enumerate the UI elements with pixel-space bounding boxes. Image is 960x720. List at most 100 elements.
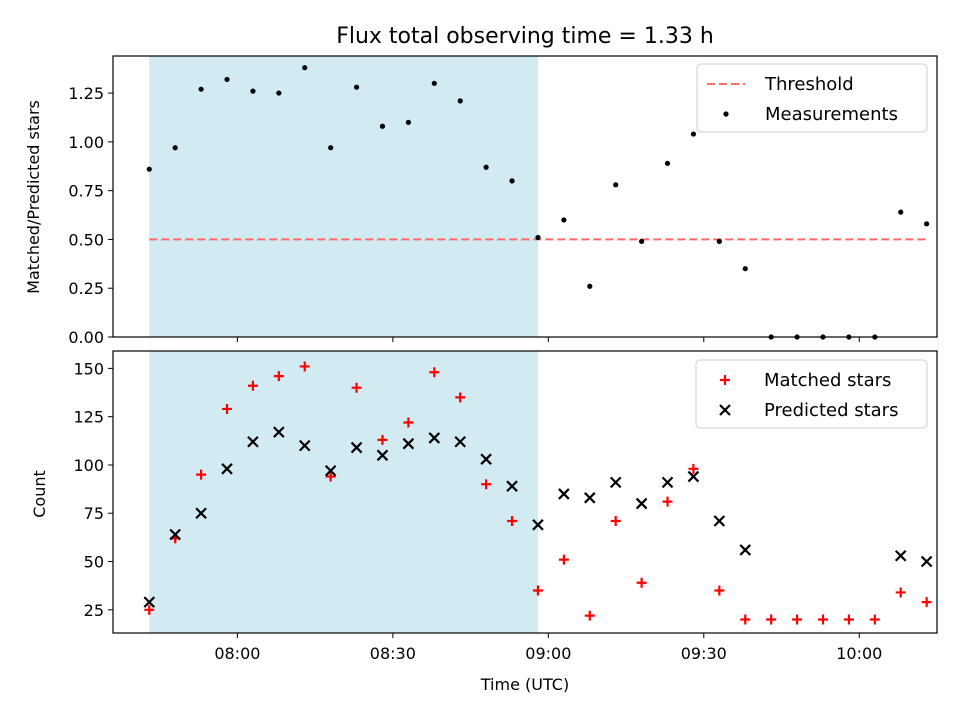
bottom-series-1-point-3 [221,463,233,475]
top-series-0-point-18 [613,182,619,188]
top-series-0-point-29 [898,209,904,215]
top-series-0-point-15 [535,234,541,241]
bottom-series-1-point-13 [480,453,492,465]
bottom-series-1-point-5 [273,426,285,438]
bottom-series-0-point-19 [636,577,647,588]
bottom-series-0-point-15 [532,585,543,596]
top-series-0-point-21 [690,131,697,137]
bottom-series-0-point-22 [714,585,725,596]
top-ytick-label-4: 1.00 [68,133,104,152]
top-series-0-point-12 [457,98,463,104]
x-axis-label: Time (UTC) [480,675,569,694]
top-series-0-point-20 [664,160,671,166]
top-series-0-point-3 [224,76,230,83]
top-legend-swatch-1 [723,111,729,117]
bottom-legend [695,359,928,429]
top-series-0-point-1 [172,145,178,151]
bottom-series-1-point-10 [402,437,415,450]
bottom-legend-swatch-1 [719,404,731,416]
bottom-series-0-point-7 [325,471,336,482]
bottom-series-0-point-24 [766,614,777,625]
bottom-series-0-point-3 [222,403,233,414]
bottom-series-1-point-12 [454,436,466,448]
bottom-ytick-label-5: 150 [73,359,104,378]
top-series-0-point-17 [587,283,593,289]
bottom-series-0-point-13 [481,479,492,490]
bottom-series-0-point-20 [662,496,673,507]
bottom-series-0-point-29 [895,587,906,598]
bottom-series-1-point-4 [247,436,259,448]
top-legend-label-0: Threshold [764,74,854,95]
top-series-0-point-5 [276,90,282,96]
bottom-series-0-point-2 [196,469,207,480]
xtick-label-4: 10:00 [836,644,882,663]
bottom-series-0-point-27 [843,614,854,625]
top-series-0-point-23 [742,266,748,272]
top-ytick-label-0: 0.00 [68,328,104,347]
bottom-series-0-point-18 [610,515,621,526]
bottom-series-1-point-22 [713,515,726,527]
bottom-ytick-label-4: 125 [73,408,104,427]
bottom-series-0-point-4 [247,380,258,391]
xtick-label-0: 08:00 [214,644,260,663]
bottom-series-1-point-1 [169,528,181,541]
top-series-0-point-4 [250,88,256,94]
bottom-series-0-point-6 [299,361,310,372]
top-ytick-label-5: 1.25 [68,84,104,103]
top-ytick-label-3: 0.75 [68,182,104,201]
top-series-0-point-16 [561,217,567,223]
top-ytick-label-1: 0.25 [68,279,104,298]
bottom-series-0-point-9 [377,434,388,445]
bottom-ytick-label-2: 75 [84,504,104,523]
bottom-series-0-point-14 [507,515,518,526]
bottom-series-1-point-6 [298,439,311,452]
bottom-axes-frame [112,350,938,634]
y-axis-label-bottom: Count [30,470,49,518]
bottom-series-0-point-16 [558,554,569,565]
top-series-0-point-7 [328,145,334,151]
bottom-series-1-point-8 [350,441,363,454]
top-axes-frame [112,55,938,338]
chart-title: Flux total observing time = 1.33 h [336,24,714,49]
bottom-series-1-point-7 [324,464,337,477]
bottom-series-1-point-20 [661,476,674,489]
bottom-series-1-point-21 [687,470,700,483]
bottom-series-1-point-2 [195,507,207,520]
bottom-series-0-point-30 [921,597,932,608]
bottom-series-0-point-5 [273,371,284,382]
panel-ratio: 0.00 0.25 0.50 0.75 1.00 1.25 Threshold Measure… [68,55,938,347]
bottom-series-1-point-15 [532,519,544,531]
panel-counts: 25 50 75 100 125 150 08:00 08:30 09:00 09:30 10:00… [73,350,938,663]
bottom-series-0-point-25 [792,614,803,625]
bottom-series-0-point-12 [455,392,466,403]
bottom-series-0-point-21 [688,463,699,474]
bottom-series-0-point-26 [817,614,828,625]
bottom-series-1-point-18 [609,476,622,489]
top-series-0-point-22 [716,238,722,244]
xtick-label-3: 09:30 [681,644,727,663]
top-legend-label-1: Measurements [765,104,898,125]
top-legend [696,63,928,133]
bottom-series-0-point-10 [403,417,414,428]
bottom-series-0-point-0 [144,604,155,615]
y-axis-label-top: Matched/Predicted stars [24,100,43,294]
top-series-0-point-8 [353,84,360,90]
bottom-series-1-point-11 [428,432,441,444]
top-series-0-point-19 [639,238,645,244]
bottom-series-0-point-8 [351,382,362,393]
xtick-label-2: 09:00 [525,644,571,663]
top-series-0-point-0 [146,166,152,172]
bottom-series-1-point-24 [894,549,907,562]
shaded-span-bottom [149,351,538,633]
bottom-series-1-point-23 [739,544,752,556]
bottom-series-1-point-0 [143,596,156,608]
top-series-0-point-14 [509,178,515,184]
bottom-series-0-point-17 [584,610,595,621]
top-series-0-point-10 [405,119,411,125]
bottom-series-0-point-23 [740,614,751,625]
bottom-series-1-point-9 [376,449,389,462]
bottom-legend-label-0: Matched stars [764,370,891,391]
bottom-series-1-point-14 [506,480,518,492]
bottom-ytick-label-3: 100 [73,456,104,475]
